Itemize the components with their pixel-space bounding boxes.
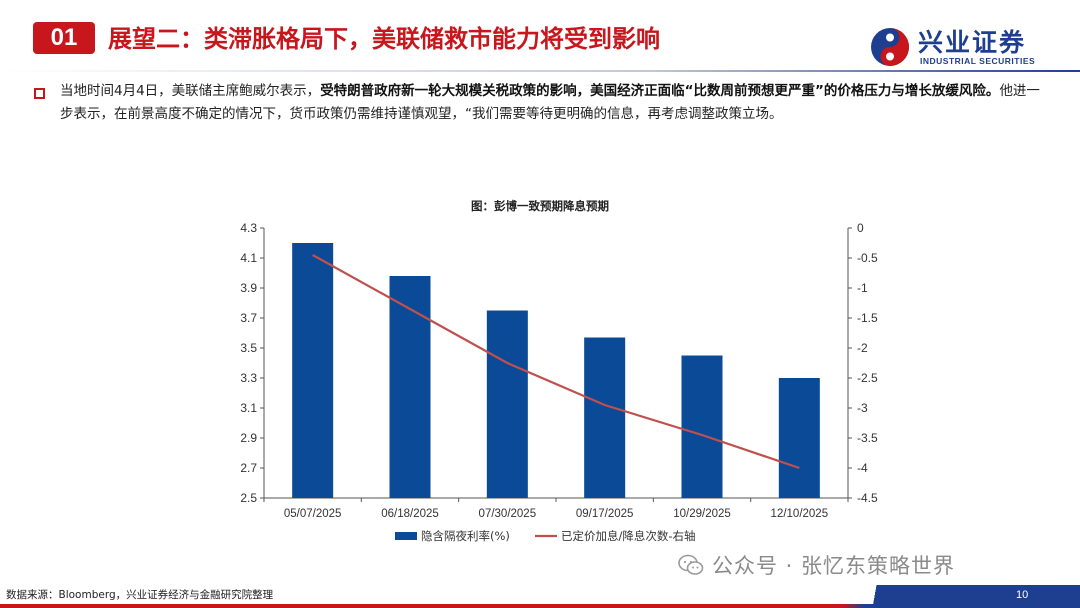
body-paragraph: 当地时间4月4日，美联储主席鲍威尔表示，受特朗普政府新一轮大规模关税政策的影响，… [60, 80, 1050, 126]
right-y-tick-label: -2.5 [857, 371, 878, 385]
left-y-tick-label: 3.7 [240, 311, 257, 325]
x-tick-label: 05/07/2025 [284, 508, 342, 520]
line-priced-cuts [312, 254, 800, 470]
right-y-tick-label: -3 [857, 401, 868, 415]
body-text-part3: 他进一步表示，在前景高度不确定的情况下，货币政策仍需维持谨慎观望，“我们需要等待… [60, 83, 1040, 122]
left-y-tick-label: 3.3 [240, 371, 257, 385]
right-y-tick-label: -4.5 [857, 491, 878, 505]
left-y-tick-label: 3.5 [240, 341, 257, 355]
right-y-tick-label: -1.5 [857, 311, 878, 325]
left-y-tick-label: 2.5 [240, 491, 257, 505]
footer-stripe [840, 585, 1080, 604]
legend-line-label: 已定价加息/降息次数-右轴 [561, 529, 696, 543]
right-y-tick-label: -3.5 [857, 431, 878, 445]
x-tick-label: 07/30/2025 [479, 508, 537, 520]
right-y-tick-label: 0 [857, 221, 864, 235]
right-y-tick-label: -2 [857, 341, 868, 355]
company-logo: 兴业证券 INDUSTRIAL SECURITIES [868, 25, 1058, 69]
bar-implied-rate [584, 337, 626, 498]
left-y-tick-label: 4.3 [240, 221, 257, 235]
chart-title: 图：彭博一致预期降息预期 [471, 199, 609, 213]
right-y-tick-label: -4 [857, 461, 868, 475]
legend-bar-swatch [395, 532, 417, 540]
page-number: 10 [1016, 589, 1029, 601]
logo-chinese-name: 兴业证券 [918, 28, 1027, 57]
watermark: 公众号 · 张忆东策略世界 [678, 548, 955, 582]
watermark-text: 公众号 · 张忆东策略世界 [712, 554, 956, 578]
body-text-part1: 当地时间4月4日，美联储主席鲍威尔表示， [60, 83, 321, 99]
bar-implied-rate [778, 378, 820, 498]
rate-cut-expectation-chart: 2.5 2.7 2.9 3.1 3.3 3.5 3.7 3.9 4.1 4.3 -4.5 -4 -3.5… [240, 221, 878, 543]
legend-bar-label: 隐含隔夜利率(%) [421, 529, 510, 543]
data-source-note: 数据来源：Bloomberg，兴业证券经济与金融研究院整理 [6, 589, 274, 601]
bar-implied-rate [681, 355, 723, 498]
logo-english-name: INDUSTRIAL SECURITIES [920, 56, 1036, 66]
wechat-icon [678, 554, 704, 575]
left-y-tick-label: 2.7 [240, 461, 257, 475]
bar-implied-rate [486, 310, 528, 498]
slide-header: 01 展望二：类滞胀格局下，美联储救市能力将受到影响 兴业证券 INDUSTRI… [0, 0, 1080, 75]
slide-title: 展望二：类滞胀格局下，美联储救市能力将受到影响 [108, 25, 660, 53]
bullet-square-icon [34, 88, 45, 99]
x-tick-label: 12/10/2025 [771, 508, 829, 520]
header-divider [0, 70, 1080, 72]
x-tick-label: 09/17/2025 [576, 508, 634, 520]
right-y-tick-label: -0.5 [857, 251, 878, 265]
body-text-bold: 受特朗普政府新一轮大规模关税政策的影响，美国经济正面临“比数周前预想更严重”的价… [320, 83, 1000, 99]
x-tick-label: 06/18/2025 [381, 508, 439, 520]
left-y-tick-label: 4.1 [240, 251, 257, 265]
footer-bar [0, 604, 1080, 608]
x-tick-label: 10/29/2025 [673, 508, 731, 520]
section-number-badge: 01 [33, 22, 95, 54]
left-y-tick-label: 3.1 [240, 401, 257, 415]
right-y-tick-label: -1 [857, 281, 868, 295]
bar-implied-rate [389, 276, 431, 498]
bar-implied-rate [292, 243, 334, 498]
left-y-tick-label: 3.9 [240, 281, 257, 295]
logo-swirl-icon [871, 28, 909, 66]
left-y-tick-label: 2.9 [240, 431, 257, 445]
